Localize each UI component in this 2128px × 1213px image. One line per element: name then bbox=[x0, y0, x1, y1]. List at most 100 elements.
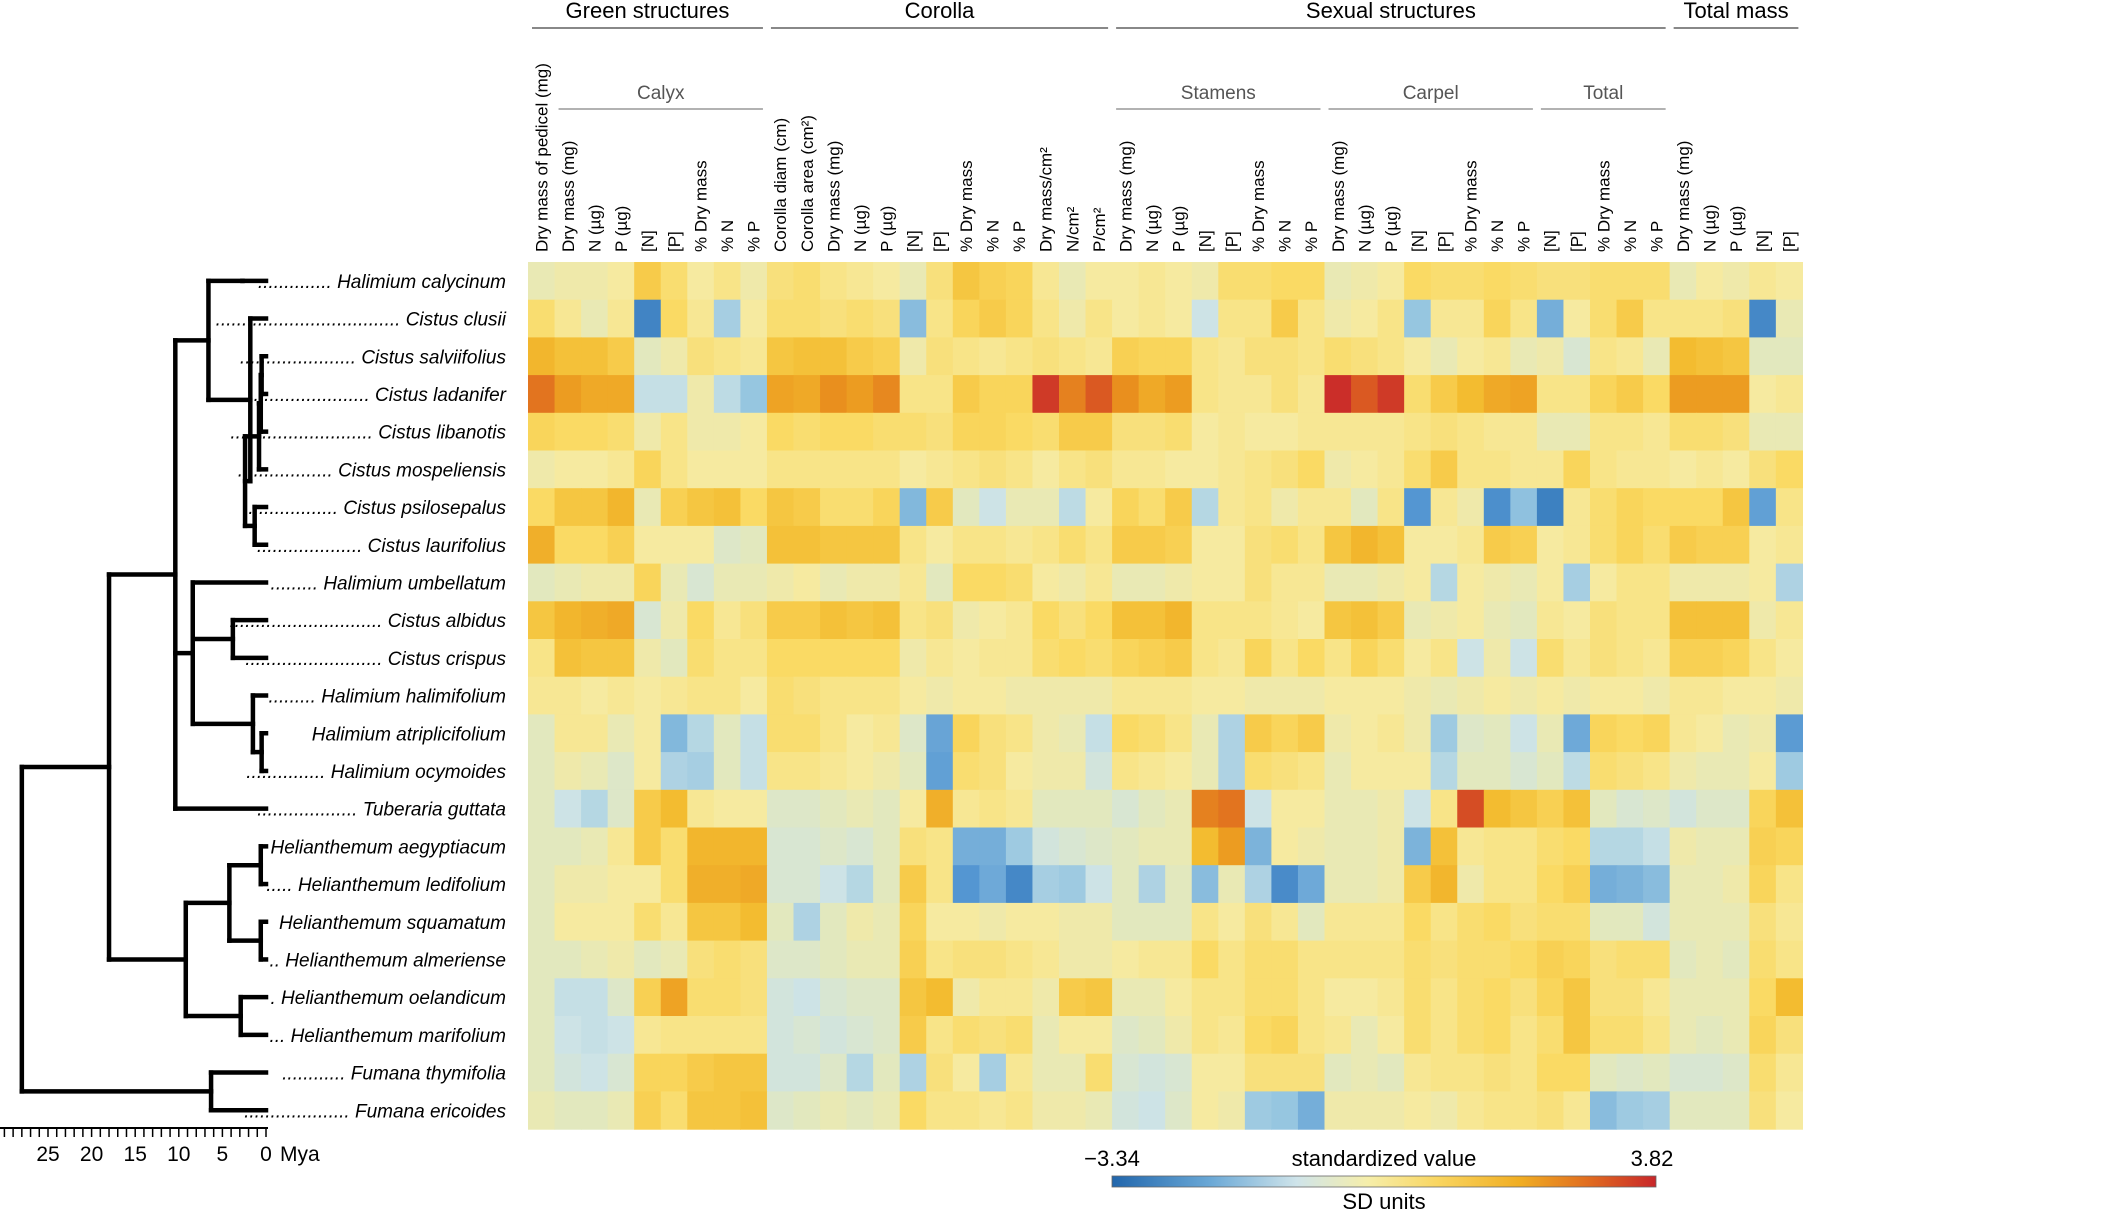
heatmap-cell bbox=[1005, 412, 1034, 452]
heatmap-cell bbox=[1191, 1016, 1219, 1055]
heatmap-cell bbox=[1430, 827, 1458, 866]
heatmap-cell bbox=[952, 563, 980, 602]
heatmap-cell bbox=[1457, 299, 1485, 338]
heatmap-cell bbox=[1404, 1091, 1432, 1130]
heatmap-cell bbox=[1191, 902, 1219, 942]
heatmap-cell bbox=[1643, 412, 1671, 452]
heatmap-cell bbox=[687, 1016, 715, 1055]
heatmap-cell bbox=[979, 639, 1007, 678]
heatmap-cell bbox=[528, 639, 556, 678]
heatmap-cell bbox=[1775, 827, 1803, 866]
heatmap-cell bbox=[1165, 789, 1193, 829]
heatmap-cell bbox=[740, 639, 768, 678]
heatmap-cell bbox=[1775, 752, 1803, 791]
heatmap-cell bbox=[1138, 601, 1166, 640]
heatmap-cell bbox=[1085, 488, 1113, 527]
heatmap-cell bbox=[1536, 676, 1565, 715]
heatmap-cell bbox=[1297, 940, 1326, 979]
heatmap-cell bbox=[1775, 262, 1803, 301]
heatmap-cell bbox=[979, 450, 1007, 489]
heatmap-cell bbox=[952, 262, 980, 301]
heatmap-cell bbox=[1430, 752, 1458, 791]
heatmap-cell bbox=[1244, 450, 1272, 489]
heatmap-cell bbox=[1510, 262, 1538, 301]
heatmap-cell bbox=[1085, 563, 1113, 602]
heatmap-cell bbox=[820, 940, 848, 979]
heatmap-cell bbox=[1749, 337, 1777, 376]
heatmap-cell bbox=[528, 450, 556, 489]
heatmap-cell bbox=[899, 714, 927, 753]
heatmap-cell bbox=[1165, 563, 1193, 602]
heatmap-cell bbox=[846, 714, 874, 753]
heatmap-cell bbox=[846, 1091, 874, 1130]
heatmap-cell bbox=[528, 676, 556, 715]
group-label: Green structures bbox=[566, 0, 730, 23]
heatmap-cell bbox=[766, 337, 795, 376]
heatmap-cell bbox=[1271, 1053, 1299, 1092]
heatmap-cell bbox=[1590, 488, 1618, 527]
column-label: N (µg) bbox=[1355, 204, 1374, 252]
heatmap-cell bbox=[1775, 789, 1803, 829]
heatmap-cell bbox=[793, 827, 821, 866]
heatmap-cell bbox=[554, 412, 582, 452]
column-label: Dry mass/cm² bbox=[1037, 147, 1056, 252]
heatmap-cell bbox=[846, 865, 874, 904]
heatmap-cell bbox=[1138, 1053, 1166, 1092]
heatmap-cell bbox=[1032, 1053, 1060, 1092]
heatmap-cell bbox=[766, 563, 795, 602]
heatmap-cell bbox=[1510, 412, 1538, 452]
heatmap-cell bbox=[1324, 827, 1352, 866]
heatmap-cell bbox=[634, 450, 662, 489]
heatmap-cell bbox=[1351, 752, 1379, 791]
heatmap-cell bbox=[1643, 1016, 1671, 1055]
column-label: Dry mass (mg) bbox=[1674, 141, 1693, 252]
heatmap-cell bbox=[793, 865, 821, 904]
heatmap-cell bbox=[1297, 676, 1326, 715]
heatmap-cell bbox=[1404, 450, 1432, 489]
heatmap-cell bbox=[740, 412, 768, 452]
heatmap-cell bbox=[1032, 752, 1060, 791]
heatmap-cell bbox=[1324, 412, 1352, 452]
heatmap-cell bbox=[1244, 752, 1272, 791]
heatmap-cell bbox=[1191, 752, 1219, 791]
heatmap-cell bbox=[899, 827, 927, 866]
heatmap-cell bbox=[554, 488, 582, 527]
heatmap-cell bbox=[1669, 299, 1697, 338]
heatmap-cell bbox=[1643, 940, 1671, 979]
heatmap-cell bbox=[607, 337, 635, 376]
heatmap-cell bbox=[1191, 789, 1219, 829]
heatmap-cell bbox=[687, 412, 715, 452]
heatmap-cell bbox=[1218, 714, 1246, 753]
heatmap-cell bbox=[1483, 827, 1511, 866]
heatmap-cell bbox=[1005, 262, 1034, 301]
heatmap-cell bbox=[660, 412, 688, 452]
heatmap-cell bbox=[793, 789, 821, 829]
heatmap-cell bbox=[1696, 601, 1724, 640]
heatmap-cell bbox=[554, 902, 582, 942]
heatmap-cell bbox=[1430, 1053, 1458, 1092]
heatmap-cell bbox=[1643, 752, 1671, 791]
heatmap-cell bbox=[1351, 412, 1379, 452]
heatmap-cell bbox=[1218, 488, 1246, 527]
heatmap-cell bbox=[1191, 375, 1219, 414]
heatmap-cell bbox=[979, 525, 1007, 565]
heatmap-cell bbox=[1590, 1016, 1618, 1055]
heatmap-cell bbox=[1696, 714, 1724, 753]
heatmap-cell bbox=[952, 978, 980, 1017]
heatmap-cell bbox=[820, 525, 848, 565]
heatmap-cell bbox=[1457, 827, 1485, 866]
heatmap-cell bbox=[1244, 601, 1272, 640]
heatmap-cell bbox=[1590, 752, 1618, 791]
heatmap-cell bbox=[1032, 375, 1060, 414]
heatmap-cell bbox=[660, 789, 688, 829]
colorbar-title: standardized value bbox=[1292, 1146, 1477, 1171]
heatmap-cell bbox=[899, 375, 927, 414]
column-label: % Dry mass bbox=[1462, 160, 1481, 252]
heatmap-cell bbox=[873, 450, 901, 489]
heatmap-cell bbox=[1244, 299, 1272, 338]
heatmap-cell bbox=[952, 488, 980, 527]
heatmap-cell bbox=[1032, 337, 1060, 376]
heatmap-cell bbox=[1112, 412, 1140, 452]
heatmap-cell bbox=[926, 827, 954, 866]
heatmap-cell bbox=[1324, 563, 1352, 602]
